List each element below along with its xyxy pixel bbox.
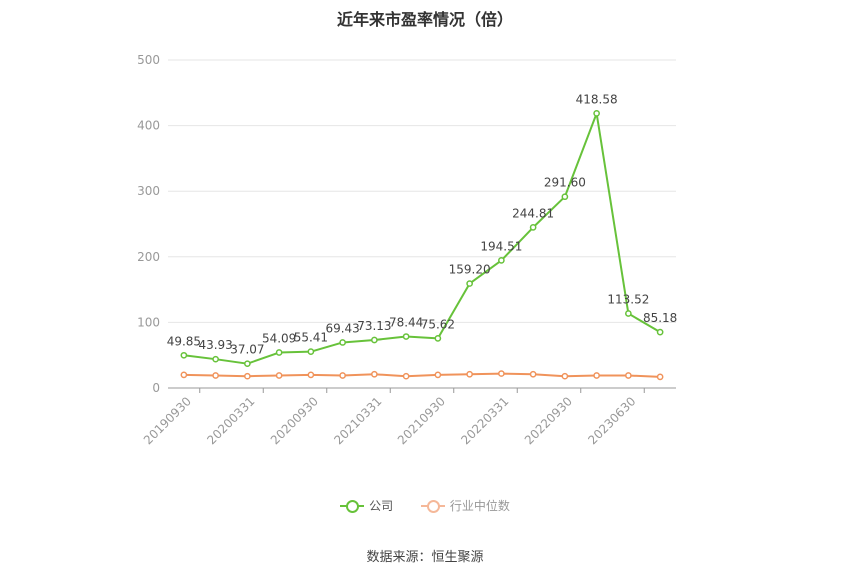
- data-point-industry-median[interactable]: [275, 372, 283, 379]
- data-point-company[interactable]: [402, 333, 410, 340]
- data-point-industry-median[interactable]: [244, 372, 251, 380]
- y-tick-label: 200: [137, 250, 160, 264]
- data-label: 43.93: [198, 338, 232, 352]
- y-tick-label: 500: [137, 53, 160, 67]
- data-labels: 49.8543.9337.0754.0955.4169.4373.1378.44…: [167, 92, 678, 356]
- data-label: 291.60: [544, 176, 586, 190]
- data-label: 194.51: [480, 239, 522, 253]
- x-tick-label: 20200331: [204, 394, 257, 447]
- y-tick-label: 0: [152, 381, 160, 395]
- y-axis: 0 100 200 300 400 500: [137, 53, 160, 395]
- data-point-company[interactable]: [625, 310, 632, 317]
- data-label: 85.18: [643, 311, 677, 325]
- data-point-company[interactable]: [371, 336, 378, 344]
- data-label: 73.13: [357, 319, 391, 333]
- x-axis: 20190930 20200331 20200930 20210331 20210930…: [141, 387, 676, 447]
- legend-company-icon: [340, 499, 365, 513]
- data-point-industry-median[interactable]: [402, 372, 410, 380]
- data-point-industry-median[interactable]: [625, 372, 632, 379]
- legend-company-label: 公司: [369, 499, 394, 513]
- chart-title: 近年来市盈率情况（倍）: [336, 10, 513, 29]
- data-point-company[interactable]: [498, 257, 505, 264]
- data-label: 113.52: [607, 293, 649, 307]
- data-label: 418.58: [576, 92, 618, 106]
- x-tick-label: 20220331: [458, 394, 511, 447]
- data-point-industry-median[interactable]: [212, 372, 219, 379]
- data-point-company[interactable]: [307, 348, 315, 356]
- data-point-industry-median[interactable]: [561, 372, 569, 380]
- x-tick-label: 20230630: [585, 394, 638, 447]
- data-point-company[interactable]: [434, 335, 442, 342]
- data-point-industry-median[interactable]: [307, 371, 315, 379]
- data-point-industry-median[interactable]: [180, 371, 188, 379]
- line-chart: 0 100 200 300 400 500 20190930 20200331 2020093…: [137, 53, 678, 447]
- data-label: 55.41: [294, 331, 328, 345]
- data-point-industry-median[interactable]: [339, 372, 346, 379]
- series-line-company: [183, 112, 661, 365]
- legend-industry-icon: [420, 499, 445, 513]
- series-line-industry-median: [183, 372, 661, 378]
- data-point-company[interactable]: [466, 280, 473, 287]
- y-tick-label: 100: [137, 315, 160, 329]
- legend-item-company[interactable]: 公司: [340, 497, 393, 514]
- legend-industry-label: 行业中位数: [449, 499, 510, 513]
- data-label: 49.85: [167, 334, 201, 348]
- data-point-company[interactable]: [244, 360, 251, 368]
- legend: 公司 行业中位数: [0, 497, 850, 516]
- data-point-industry-median[interactable]: [466, 370, 473, 378]
- x-tick-label: 20200930: [268, 394, 321, 447]
- series-layer: [180, 110, 664, 381]
- data-point-industry-median[interactable]: [371, 370, 378, 378]
- data-label: 37.07: [230, 343, 264, 357]
- data-point-industry-median[interactable]: [529, 370, 537, 378]
- y-tick-label: 400: [137, 119, 160, 133]
- data-label: 54.09: [262, 332, 296, 346]
- data-point-industry-median[interactable]: [434, 371, 442, 379]
- data-label: 75.62: [421, 317, 455, 331]
- legend-item-industry-median[interactable]: 行业中位数: [420, 497, 510, 514]
- x-tick-label: 20220930: [522, 394, 575, 447]
- y-tick-label: 300: [137, 184, 160, 198]
- data-point-company[interactable]: [275, 349, 283, 356]
- data-label: 159.20: [449, 263, 491, 277]
- x-tick-label: 20210331: [331, 394, 384, 447]
- data-point-company[interactable]: [593, 110, 600, 117]
- data-point-company[interactable]: [656, 328, 664, 336]
- data-source: 数据来源：恒生聚源: [366, 550, 484, 565]
- data-label: 244.81: [512, 206, 554, 220]
- data-point-industry-median[interactable]: [656, 373, 664, 381]
- data-point-industry-median[interactable]: [593, 372, 600, 379]
- data-point-industry-median[interactable]: [498, 370, 505, 377]
- data-label: 69.43: [325, 321, 359, 335]
- x-tick-label: 20210930: [395, 394, 448, 447]
- data-point-company[interactable]: [212, 355, 219, 363]
- x-tick-label: 20190930: [141, 394, 194, 447]
- data-point-company[interactable]: [339, 339, 346, 346]
- data-point-company[interactable]: [180, 351, 188, 359]
- data-point-company[interactable]: [561, 193, 569, 201]
- data-point-company[interactable]: [529, 224, 537, 231]
- data-label: 78.44: [389, 316, 423, 330]
